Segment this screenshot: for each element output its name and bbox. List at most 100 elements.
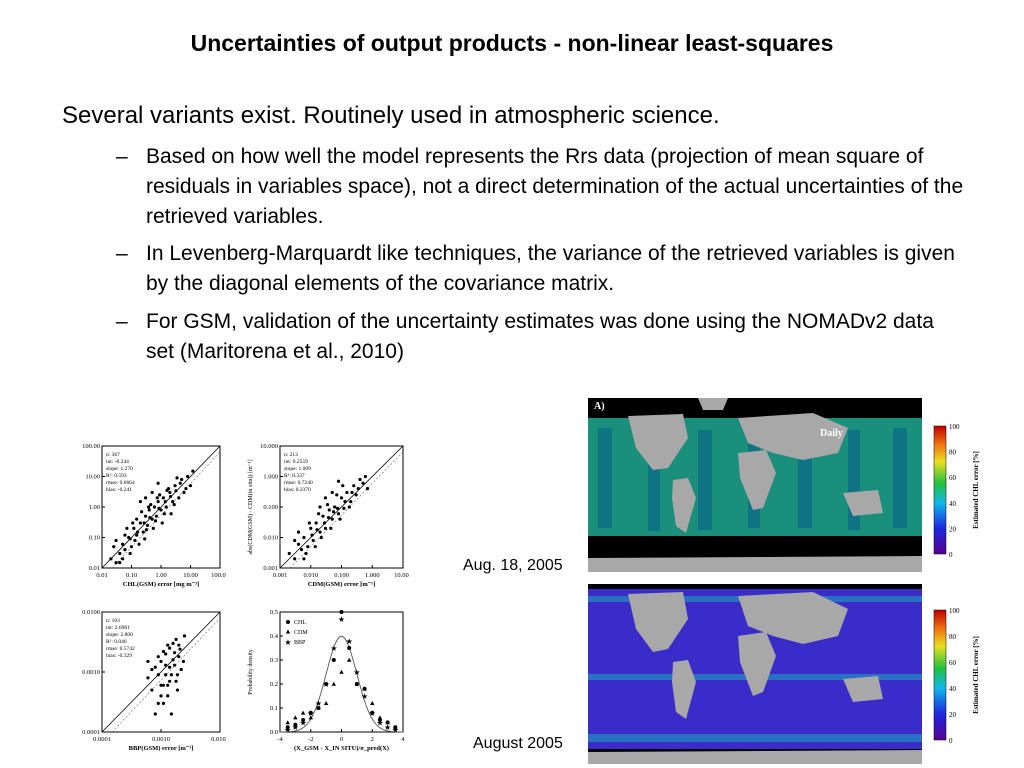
stats-label: slope: 1.009 — [284, 466, 311, 472]
sub-bullet-text: For GSM, validation of the uncertainty e… — [146, 310, 934, 363]
scatter-point — [363, 474, 368, 479]
x-axis-label: CHL(GSM) error [mg m⁻³] — [123, 581, 199, 588]
scatter-point — [123, 548, 127, 552]
x-tick-label: 100.00 — [211, 572, 226, 579]
dash-marker: – — [116, 242, 128, 265]
scatter-point — [161, 649, 166, 654]
scatter-point — [148, 515, 152, 520]
colorbar-tick-label: 0 — [949, 551, 953, 559]
sub-bullet-text: In Levenberg-Marquardt like techniques, … — [146, 242, 955, 295]
one-to-one-line — [101, 611, 221, 733]
bbp-point: ★ — [299, 718, 306, 727]
scatter-point — [133, 538, 137, 543]
scatter-point — [146, 676, 150, 680]
chl-point — [370, 710, 375, 715]
scatter-point — [161, 701, 166, 705]
scatter-point — [168, 490, 172, 495]
x-tick-label: 0.01 — [96, 572, 107, 579]
legend-label: BBP — [294, 640, 306, 646]
scatter-point — [336, 512, 341, 516]
cdm-point — [308, 715, 313, 720]
bbp-point: ★ — [284, 726, 291, 735]
scatter-point — [318, 530, 322, 534]
probability-density-plot: -4 -2 0 2 4 0.0 0.1 0.2 0.3 0.4 0.5 (X_GSM - X_IN S… — [248, 609, 405, 752]
colorbar-tick-label: 0 — [949, 737, 953, 745]
scatter-point — [153, 712, 157, 716]
chl-error-scatter: 0.01 0.10 1.00 10.00 100.00 0.01 0.10 1.00 10.00… — [82, 443, 226, 588]
bbp-point: ★ — [361, 692, 368, 701]
stats-label: bias: -0.241 — [106, 487, 132, 493]
y-tick-label: 0.0 — [270, 729, 278, 736]
bbp-point: ★ — [307, 709, 314, 718]
x-tick-label: 1.000 — [365, 572, 380, 579]
scatter-point — [159, 694, 163, 698]
y-tick-label: 0.0001 — [82, 729, 100, 736]
scatter-point — [325, 502, 330, 507]
x-tick-label: 2 — [371, 736, 374, 743]
scatter-point — [152, 505, 157, 509]
scatter-point — [131, 521, 135, 525]
scatter-point — [171, 658, 175, 662]
scatter-point — [315, 528, 319, 532]
bbp-point: ★ — [392, 726, 399, 735]
x-axis-label: (X_GSM - X_IN SITU)/σ_pred(X) — [294, 745, 389, 752]
scatter-point — [156, 500, 160, 504]
colorbar-tick-label: 80 — [949, 633, 957, 641]
scatter-point — [169, 712, 173, 716]
scatter-point — [177, 496, 181, 500]
scatter-point — [162, 512, 166, 516]
cdm-point — [339, 669, 344, 674]
bbp-point: ★ — [346, 637, 353, 646]
bbp-point: ★ — [376, 718, 383, 727]
scatter-point — [160, 521, 164, 525]
regression-line — [289, 451, 404, 569]
scatter-point — [151, 526, 155, 530]
chl-point — [331, 658, 336, 662]
scatter-point — [169, 673, 173, 677]
x-axis-label: CDM(GSM) error [m⁻¹] — [308, 581, 376, 588]
scatter-point — [159, 659, 163, 664]
scatter-point — [150, 517, 154, 521]
scatter-point — [310, 533, 314, 537]
scatter-point — [319, 535, 323, 540]
colorbar-tick-label: 80 — [949, 449, 957, 457]
legend-label: CDM — [294, 630, 308, 636]
scatter-point — [171, 500, 175, 504]
chl-point — [347, 646, 352, 650]
scatter-point — [112, 545, 116, 549]
x-tick-label: 0.100 — [334, 572, 349, 579]
scatter-point — [163, 500, 167, 504]
scatter-point — [180, 477, 184, 482]
stats-label: rmse: 0.7240 — [284, 480, 313, 486]
dash-marker: – — [116, 310, 128, 333]
chl-point — [293, 722, 298, 727]
scatter-point — [165, 488, 169, 493]
scatter-point — [156, 481, 160, 485]
scatter-point — [177, 643, 181, 647]
scatter-point — [322, 521, 327, 525]
cdm-point — [285, 720, 290, 725]
bbp-point: ★ — [323, 680, 330, 689]
colorbar-bar — [933, 425, 947, 555]
chl-point — [285, 725, 290, 730]
scatter-point — [307, 521, 311, 525]
stats-label: slope: 2.800 — [106, 632, 133, 638]
colorbar-bar — [933, 609, 947, 741]
scatter-point — [143, 537, 147, 541]
scatter-point — [304, 551, 308, 556]
bbp-error-scatter: 0.0001 0.0010 0.0100 0.0001 0.0010 0.0100 BBP(… — [82, 609, 226, 752]
x-tick-label: 0.0010 — [152, 736, 170, 743]
land-masses — [588, 398, 922, 572]
y-tick-label: 0.0100 — [82, 609, 100, 616]
stats-label: rmse: 0.6664 — [106, 480, 135, 486]
scatter-point — [302, 557, 306, 561]
bbp-point: ★ — [369, 709, 376, 718]
scatter-point — [118, 561, 122, 565]
scatter-point — [135, 517, 139, 521]
daily-map-caption: Aug. 18, 2005 — [463, 557, 563, 574]
y-tick-label: 0.010 — [263, 535, 278, 542]
scatter-point — [114, 561, 118, 565]
scatter-point — [173, 484, 177, 488]
scatter-point — [164, 673, 168, 677]
y-tick-label: 0.3 — [270, 657, 278, 664]
